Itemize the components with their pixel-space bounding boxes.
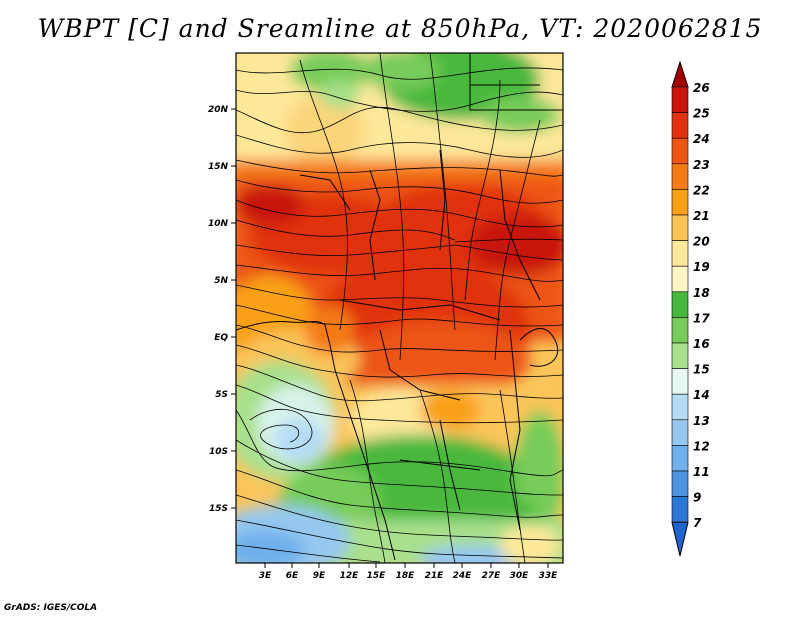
lat-label-15n: 15N — [208, 162, 229, 172]
colorbar: 26 25 24 23 22 21 20 19 18 17 16 15 14 1… — [671, 60, 710, 557]
map-frame — [235, 52, 564, 564]
colorbar-label-19: 19 — [693, 260, 710, 274]
wbpt-field — [236, 53, 563, 563]
colorbar-label-20: 20 — [693, 235, 710, 249]
colorbar-segment-9 — [671, 470, 689, 497]
colorbar-label-11: 11 — [693, 465, 710, 479]
lat-label-10s: 10S — [209, 447, 228, 457]
lat-label-5s: 5S — [215, 390, 228, 400]
colorbar-segment-14 — [671, 368, 689, 395]
lat-label-10n: 10N — [208, 219, 229, 229]
lat-label-5n: 5N — [214, 276, 228, 286]
latitude-axis: 20N 15N 10N 5N EQ 5S 10S 15S — [208, 105, 236, 514]
colorbar-segment-19 — [671, 240, 689, 267]
lon-label-33e: 33E — [539, 571, 559, 581]
lon-label-3e: 3E — [259, 571, 272, 581]
colorbar-label-13: 13 — [693, 414, 710, 428]
colorbar-label-26: 26 — [693, 81, 710, 95]
colorbar-segment-16 — [671, 317, 689, 344]
colorbar-label-24: 24 — [693, 132, 710, 146]
colorbar-bottom-arrow — [671, 521, 689, 557]
lon-label-9e: 9E — [313, 571, 326, 581]
lon-label-21e: 21E — [425, 571, 445, 581]
lon-label-30e: 30E — [510, 571, 530, 581]
colorbar-top-arrow — [671, 60, 689, 88]
colorbar-segment-23 — [671, 137, 689, 165]
colorbar-label-14: 14 — [693, 388, 710, 402]
colorbar-label-21: 21 — [693, 209, 710, 223]
lon-label-27e: 27E — [482, 571, 502, 581]
chart-title: WBPT [C] and Sreamline at 850hPa, VT: 20… — [37, 14, 763, 43]
colorbar-segment-24 — [671, 112, 689, 139]
colorbar-label-16: 16 — [693, 337, 710, 351]
colorbar-segment-11 — [671, 445, 689, 472]
colorbar-label-12: 12 — [693, 439, 710, 453]
lon-label-24e: 24E — [453, 571, 473, 581]
colorbar-segment-13 — [671, 393, 689, 421]
colorbar-segment-18 — [671, 265, 689, 293]
lat-label-20n: 20N — [208, 105, 229, 115]
streamlines — [236, 53, 563, 563]
colorbar-label-22: 22 — [693, 183, 710, 197]
colorbar-label-25: 25 — [693, 107, 710, 121]
colorbar-segment-12 — [671, 419, 689, 446]
colorbar-label-7: 7 — [693, 516, 702, 530]
colorbar-segment-20 — [671, 214, 689, 241]
lat-label-eq: EQ — [214, 333, 228, 343]
colorbar-segment-21 — [671, 189, 689, 216]
lon-label-18e: 18E — [396, 571, 416, 581]
colorbar-segment-15 — [671, 342, 689, 369]
country-borders — [236, 53, 563, 561]
grads-credit: GrADS: IGES/COLA — [4, 603, 98, 613]
lat-label-15s: 15S — [209, 504, 228, 514]
lon-label-6e: 6E — [286, 571, 299, 581]
colorbar-segment-22 — [671, 163, 689, 190]
colorbar-segment-25 — [671, 86, 689, 113]
colorbar-label-23: 23 — [693, 158, 710, 172]
lon-label-12e: 12E — [340, 571, 360, 581]
colorbar-segment-7 — [671, 496, 689, 523]
longitude-axis: 3E 6E 9E 12E 15E 18E 21E 24E 27E 30E 33E — [259, 563, 558, 581]
colorbar-label-17: 17 — [693, 311, 710, 325]
colorbar-label-15: 15 — [693, 363, 710, 377]
lon-label-15e: 15E — [367, 571, 387, 581]
colorbar-label-18: 18 — [693, 286, 710, 300]
colorbar-segment-17 — [671, 291, 689, 318]
colorbar-label-9: 9 — [693, 491, 701, 505]
